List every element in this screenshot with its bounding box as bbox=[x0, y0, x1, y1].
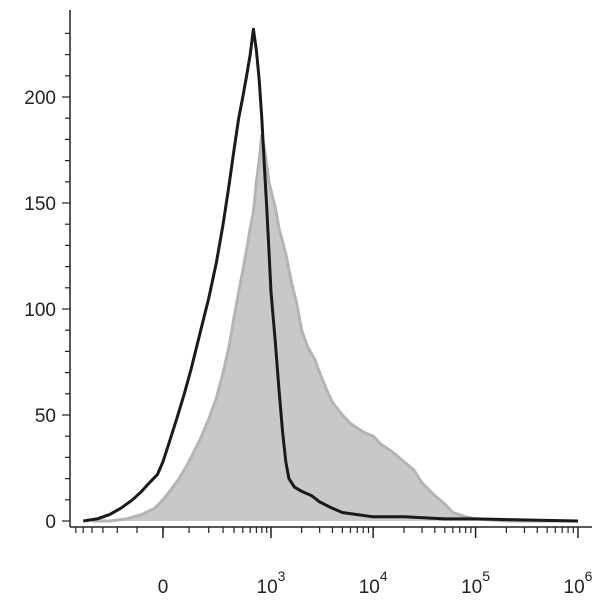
x-tick-exponent: 4 bbox=[380, 568, 388, 584]
y-tick-label: 150 bbox=[24, 194, 56, 215]
x-tick-label: 104 bbox=[359, 568, 388, 598]
x-tick-base: 10 bbox=[564, 577, 585, 598]
y-tick-label: 200 bbox=[24, 88, 56, 109]
y-tick-label: 50 bbox=[35, 406, 56, 427]
x-tick-base: 10 bbox=[461, 577, 482, 598]
y-tick-label: 0 bbox=[45, 512, 56, 533]
x-tick-exponent: 5 bbox=[482, 568, 490, 584]
series-0-outline bbox=[92, 133, 578, 523]
series-1-line bbox=[82, 27, 579, 523]
x-tick-label: 103 bbox=[257, 568, 286, 598]
x-tick-exponent: 3 bbox=[278, 568, 286, 584]
series-0-fill bbox=[92, 135, 578, 521]
y-tick-label: 100 bbox=[24, 300, 56, 321]
x-tick-exponent: 6 bbox=[585, 568, 593, 584]
x-tick-label: 105 bbox=[461, 568, 490, 598]
x-tick-base: 10 bbox=[359, 577, 380, 598]
series-layer bbox=[82, 27, 579, 523]
x-tick-base: 10 bbox=[257, 577, 278, 598]
x-tick-base: 0 bbox=[158, 577, 169, 598]
x-tick-label: 106 bbox=[564, 568, 593, 598]
x-tick-label: 0 bbox=[158, 577, 169, 598]
